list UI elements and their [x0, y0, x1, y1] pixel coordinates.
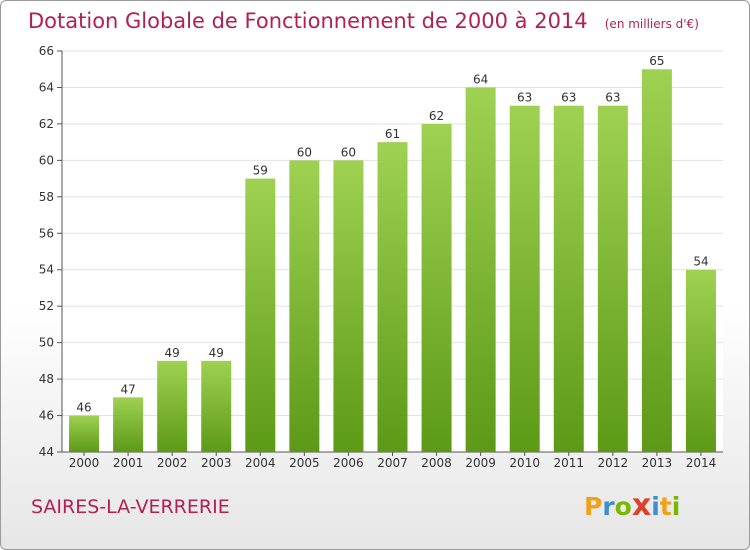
y-tick-label: 60: [39, 153, 54, 167]
data-label: 61: [385, 127, 400, 141]
data-label: 63: [561, 91, 576, 105]
data-label: 62: [429, 109, 444, 123]
logo-letter: i: [671, 492, 681, 521]
data-label: 54: [693, 255, 708, 269]
y-tick-label: 48: [39, 372, 54, 386]
logo-letter: t: [659, 492, 672, 521]
x-tick-label: 2013: [642, 456, 673, 470]
x-tick-label: 2000: [69, 456, 100, 470]
y-tick-label: 54: [39, 263, 54, 277]
bar: [245, 178, 276, 452]
bar: [553, 105, 584, 452]
x-tick-label: 2005: [289, 456, 320, 470]
proxiti-logo: Proxiti: [584, 488, 680, 523]
y-tick-label: 58: [39, 190, 54, 204]
x-tick-label: 2003: [201, 456, 232, 470]
data-label: 60: [341, 145, 356, 159]
x-tick-label: 2008: [421, 456, 452, 470]
bar: [377, 142, 408, 453]
bar: [421, 123, 452, 452]
data-label: 59: [253, 164, 268, 178]
logo-letter: o: [614, 492, 632, 521]
y-tick-label: 66: [39, 44, 54, 58]
x-tick-label: 2014: [686, 456, 717, 470]
data-label: 49: [209, 346, 224, 360]
data-label: 47: [120, 382, 135, 396]
chart-title: Dotation Globale de Fonctionnement de 20…: [28, 9, 588, 33]
bar: [333, 160, 364, 452]
x-tick-label: 2010: [509, 456, 540, 470]
bar: [69, 415, 100, 452]
bar: [685, 269, 716, 452]
y-tick-label: 52: [39, 299, 54, 313]
x-tick-label: 2012: [598, 456, 629, 470]
data-label: 64: [473, 72, 488, 86]
chart-unit: (en milliers d'€): [604, 17, 699, 31]
x-tick-label: 2001: [113, 456, 144, 470]
logo-letter: r: [602, 492, 615, 521]
bar: [113, 397, 144, 452]
x-tick-label: 2006: [333, 456, 364, 470]
y-tick-label: 50: [39, 336, 54, 350]
bar: [641, 69, 672, 453]
bar: [289, 160, 320, 452]
data-label: 46: [76, 401, 91, 415]
title-row: Dotation Globale de Fonctionnement de 20…: [28, 9, 699, 33]
y-tick-label: 44: [39, 445, 54, 459]
commune-name: SAIRES-LA-VERRERIE: [31, 496, 230, 518]
logo-letter: x: [631, 488, 652, 523]
data-label: 63: [605, 91, 620, 105]
x-tick-label: 2011: [553, 456, 584, 470]
data-label: 49: [165, 346, 180, 360]
x-tick-label: 2007: [377, 456, 408, 470]
x-tick-label: 2004: [245, 456, 276, 470]
bar: [509, 105, 540, 452]
data-label: 65: [649, 54, 664, 68]
logo-letter: P: [584, 492, 603, 521]
bar: [201, 360, 232, 452]
logo-letter: i: [651, 492, 660, 521]
x-tick-label: 2009: [465, 456, 496, 470]
y-tick-label: 64: [39, 80, 54, 94]
data-label: 63: [517, 91, 532, 105]
x-tick-label: 2002: [157, 456, 188, 470]
y-tick-label: 56: [39, 226, 54, 240]
y-tick-label: 46: [39, 409, 54, 423]
bar: [597, 105, 628, 452]
data-label: 60: [297, 145, 312, 159]
y-tick-label: 62: [39, 117, 54, 131]
bar: [465, 87, 496, 453]
bar: [157, 360, 188, 452]
